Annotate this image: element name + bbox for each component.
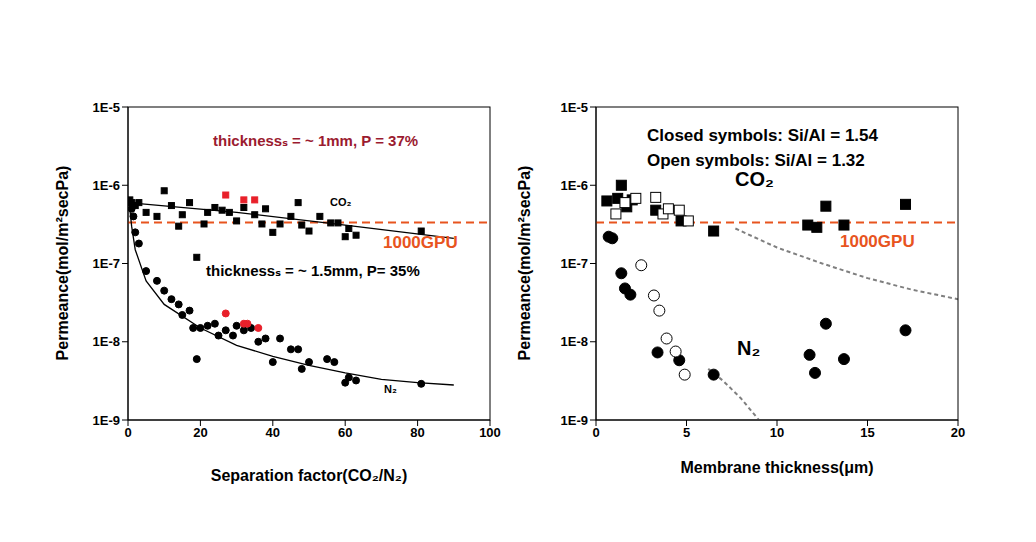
svg-text:15: 15 xyxy=(860,425,874,440)
svg-text:1E-5: 1E-5 xyxy=(561,100,588,115)
svg-text:Separation factor(CO₂/N₂): Separation factor(CO₂/N₂) xyxy=(211,467,407,484)
svg-text:1E-9: 1E-9 xyxy=(561,413,588,428)
svg-text:1E-9: 1E-9 xyxy=(93,413,120,428)
svg-text:N₂: N₂ xyxy=(737,337,760,359)
svg-text:10: 10 xyxy=(770,425,784,440)
svg-text:80: 80 xyxy=(410,425,424,440)
svg-text:1000GPU: 1000GPU xyxy=(383,233,458,252)
svg-text:Permeance(mol/m²secPa): Permeance(mol/m²secPa) xyxy=(54,166,71,361)
svg-text:1E-7: 1E-7 xyxy=(561,256,588,271)
svg-text:20: 20 xyxy=(951,425,965,440)
svg-text:60: 60 xyxy=(338,425,352,440)
svg-text:N₂: N₂ xyxy=(384,383,397,395)
svg-text:1E-6: 1E-6 xyxy=(93,178,120,193)
svg-text:0: 0 xyxy=(592,425,599,440)
svg-text:5: 5 xyxy=(683,425,690,440)
svg-text:Open symbols: Si/Al = 1.32: Open symbols: Si/Al = 1.32 xyxy=(647,151,865,170)
svg-text:1E-7: 1E-7 xyxy=(93,256,120,271)
svg-text:1000GPU: 1000GPU xyxy=(840,232,915,251)
svg-text:20: 20 xyxy=(193,425,207,440)
svg-text:Closed symbols: Si/Al = 1.54: Closed symbols: Si/Al = 1.54 xyxy=(647,126,879,145)
svg-text:CO₂: CO₂ xyxy=(735,168,774,190)
svg-text:0: 0 xyxy=(124,425,131,440)
svg-text:1E-8: 1E-8 xyxy=(561,334,588,349)
svg-text:40: 40 xyxy=(266,425,280,440)
svg-text:Permeance(mol/m²secPa): Permeance(mol/m²secPa) xyxy=(516,166,533,361)
svg-text:thicknessₛ = ~ 1mm, P = 37%: thicknessₛ = ~ 1mm, P = 37% xyxy=(213,132,418,149)
svg-text:CO₂: CO₂ xyxy=(330,196,352,208)
svg-text:Membrane thickness(μm): Membrane thickness(μm) xyxy=(681,459,874,476)
svg-text:1E-5: 1E-5 xyxy=(93,100,120,115)
svg-text:100: 100 xyxy=(479,425,501,440)
svg-text:1E-8: 1E-8 xyxy=(93,334,120,349)
svg-text:thicknessₛ = ~ 1.5mm, P= 35%: thicknessₛ = ~ 1.5mm, P= 35% xyxy=(206,262,420,279)
svg-text:1E-6: 1E-6 xyxy=(561,178,588,193)
